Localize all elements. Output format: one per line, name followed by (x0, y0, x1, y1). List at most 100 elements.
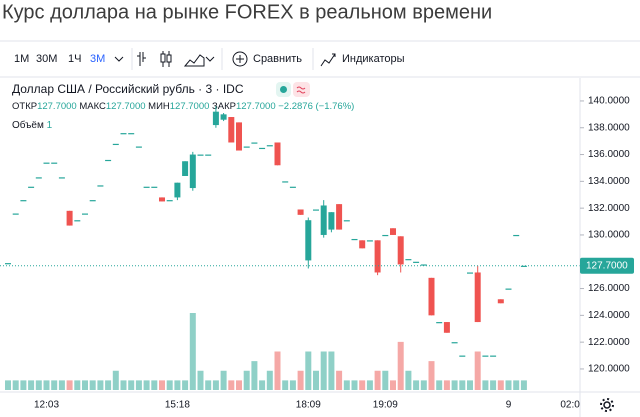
candle-body (343, 220, 350, 222)
volume-bar (74, 380, 81, 390)
candle-body (197, 154, 204, 156)
volume-bar (274, 351, 281, 390)
candle-body (413, 261, 420, 263)
wave-toggle[interactable] (293, 82, 310, 97)
volume-bar (390, 380, 396, 390)
volume-bar (205, 380, 212, 390)
candle-body (297, 209, 304, 215)
candle-body (105, 159, 112, 162)
x-tick-label: 19:09 (373, 400, 398, 411)
settings-gear (600, 398, 614, 412)
candle-body (490, 355, 497, 357)
interval-button[interactable]: 3M (90, 53, 105, 65)
candle-body (436, 322, 443, 324)
candle-body (397, 236, 404, 265)
volume-bar (289, 380, 296, 390)
candle-body (282, 181, 289, 183)
volume-bar (351, 380, 358, 390)
candle-body (82, 213, 88, 215)
candle-body (351, 238, 358, 241)
candle-body (43, 162, 50, 164)
volume-bar (443, 380, 450, 390)
interval-chevron[interactable] (114, 56, 124, 62)
y-tick-label: 124.0000 (588, 310, 630, 321)
volume-bar (482, 380, 489, 390)
y-tick-label: 120.0000 (588, 364, 630, 375)
volume-bar (97, 380, 104, 390)
compare-icon[interactable] (232, 51, 248, 67)
volume-bar (58, 380, 65, 390)
volume-bar (112, 370, 119, 390)
candle-body (251, 142, 258, 144)
volume-bar (120, 380, 127, 390)
y-tick-label: 132.0000 (588, 203, 630, 214)
volume-bar (397, 341, 404, 390)
last-price-tag (580, 257, 634, 274)
candle-body (28, 186, 35, 188)
eye-toggle-dot (280, 86, 287, 93)
volume-bar (266, 370, 273, 390)
candle-body (259, 147, 266, 150)
area-icon[interactable] (183, 54, 205, 67)
volume-bar (197, 370, 204, 390)
ohlc-label: МАКС (79, 101, 106, 112)
y-tick-label: 126.0000 (588, 283, 630, 294)
volume-bar (490, 380, 497, 390)
candle-body (151, 186, 158, 188)
indicators-icon[interactable] (320, 53, 336, 67)
volume-bar (420, 380, 427, 390)
x-tick-label: 12:03 (34, 400, 59, 411)
candle-body (505, 288, 512, 290)
volume-bar (236, 380, 242, 390)
last-price-label: 127.7000 (586, 260, 628, 271)
volume-bar (474, 351, 481, 390)
interval-button[interactable]: 30M (36, 53, 57, 65)
candle-body (313, 209, 319, 211)
volume-bar (359, 380, 366, 390)
style-chevron[interactable] (205, 56, 215, 62)
candle-body (328, 212, 335, 230)
candle-body (128, 133, 135, 135)
candle-body (166, 200, 173, 202)
candle-body (135, 146, 142, 148)
ohlc-value: 127.7000 (170, 101, 210, 112)
volume-bar (520, 380, 527, 390)
interval-button[interactable]: 1Ч (68, 53, 81, 65)
candle-body (305, 220, 312, 261)
candle-body (459, 355, 466, 357)
candle-body (12, 213, 19, 215)
change: −2.2876 (−1.76%) (278, 101, 354, 112)
candle-body (428, 277, 435, 316)
ohlc-label: МИН (148, 101, 170, 112)
y-tick-label: 136.0000 (588, 149, 630, 160)
settings-button[interactable] (603, 401, 611, 409)
wave-icon (296, 86, 306, 94)
candle-body (374, 240, 381, 273)
volume-bar (51, 380, 58, 390)
volume-bar (82, 380, 88, 390)
candle-body (443, 322, 450, 333)
page-title: Курс доллара на рынке FOREX в реальном в… (2, 1, 492, 23)
candle-icon-body (166, 54, 172, 63)
candle-body (228, 117, 235, 143)
volume-bar (128, 380, 135, 390)
volume-bar (243, 370, 250, 390)
candle-body (35, 177, 42, 179)
candle-body (359, 240, 366, 249)
volume-bar (20, 380, 27, 390)
interval-button[interactable]: 1M (14, 53, 29, 65)
candle-body (420, 264, 427, 266)
volume-bar (251, 361, 258, 390)
candle-body (112, 143, 119, 146)
candle-body (382, 234, 389, 237)
volume-bar (366, 380, 373, 390)
candle-body (182, 161, 189, 176)
volume-bar (159, 380, 165, 390)
volume-bar (28, 380, 35, 390)
bar-icon[interactable] (137, 52, 146, 66)
indicators-button[interactable]: Индикаторы (342, 53, 405, 65)
ohlc-row: ОТКР127.7000 МАКС127.7000 МИН127.7000 ЗА… (12, 101, 354, 112)
compare-button[interactable]: Сравнить (253, 53, 302, 65)
volume-bar (451, 380, 458, 390)
